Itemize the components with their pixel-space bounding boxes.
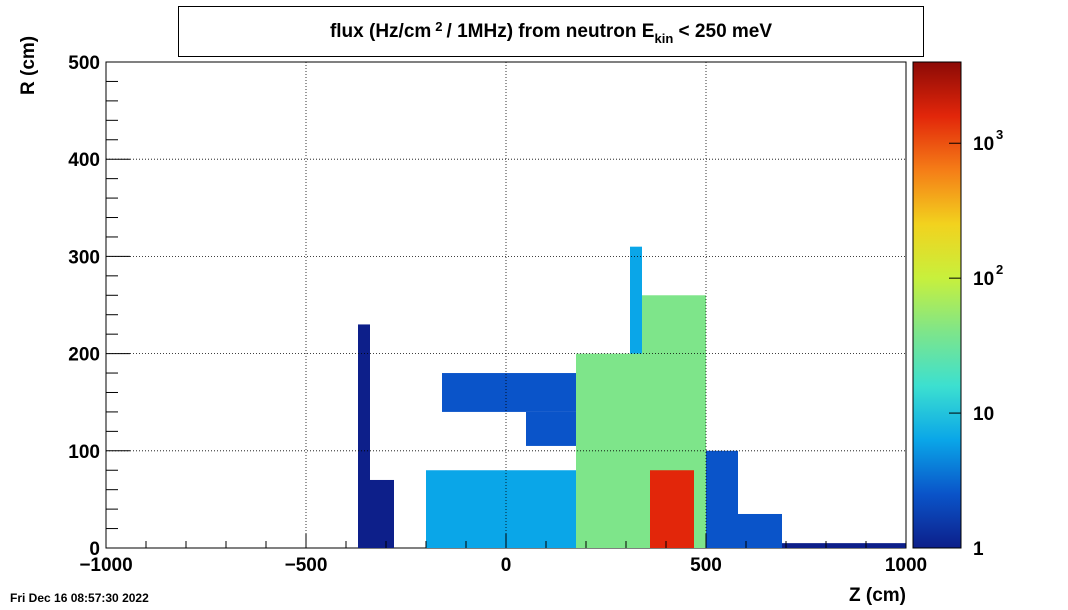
heatmap-region-right-step [738,513,782,548]
date-stamp: Fri Dec 16 08:57:30 2022 [10,591,149,605]
y-tick-labels: 0 100 200 300 400 500 [68,53,100,560]
z-tick-label: 10 [973,134,994,155]
y-tick-label: 100 [68,442,100,463]
heatmap-region-scatter-left [370,479,394,548]
x-tick-label: 500 [690,555,722,576]
chart-title-box: flux (Hz/cm 2/ 1MHz) from neutron Ekin < … [178,6,924,57]
x-tick-label: 0 [501,555,512,576]
heatmap-regions [358,246,906,548]
title-suffix: < 250 meV [673,21,773,42]
chart-title: flux (Hz/cm 2/ 1MHz) from neutron Ekin < … [179,19,923,46]
x-tick-label: 1000 [885,555,927,576]
heatmap-region-central-block [576,353,642,548]
y-tick-label: 300 [68,247,100,268]
x-tick-label: −1000 [79,555,132,576]
heatmap-region-upper-arm [442,373,576,412]
y-tick-label: 500 [68,53,100,74]
y-tick-label: 0 [89,539,100,560]
x-tick-label: −500 [285,555,328,576]
heatmap-region-right-lobe [706,450,738,548]
heatmap-region-mid-arm [526,411,576,446]
y-tick-label: 400 [68,150,100,171]
heatmap-region-left-thin-wall [358,324,370,548]
z-tick-exponent: 2 [996,262,1003,277]
x-axis-label: Z (cm) [849,585,906,606]
z-tick-label: 10 [973,269,994,290]
z-tick-label: 10 [973,404,994,425]
heatmap-region-tall-column [630,246,642,354]
title-middle: / 1MHz) from neutron E [446,21,655,42]
title-subscript: kin [654,31,674,46]
axis-ticks [105,61,907,549]
y-axis-label: R (cm) [18,35,39,95]
title-prefix: flux (Hz/cm [329,21,432,42]
z-tick-label: 1 [973,539,984,560]
y-tick-label: 200 [68,345,100,366]
color-scale-bar [912,61,962,549]
x-tick-labels: −1000 −500 0 500 1000 [79,555,927,576]
heatmap-region-hotspot [650,470,694,548]
grid-lines [106,62,906,548]
heatmap-region-tail [782,543,906,548]
title-superscript: 2 [435,19,443,34]
z-tick-exponent: 3 [996,127,1003,142]
